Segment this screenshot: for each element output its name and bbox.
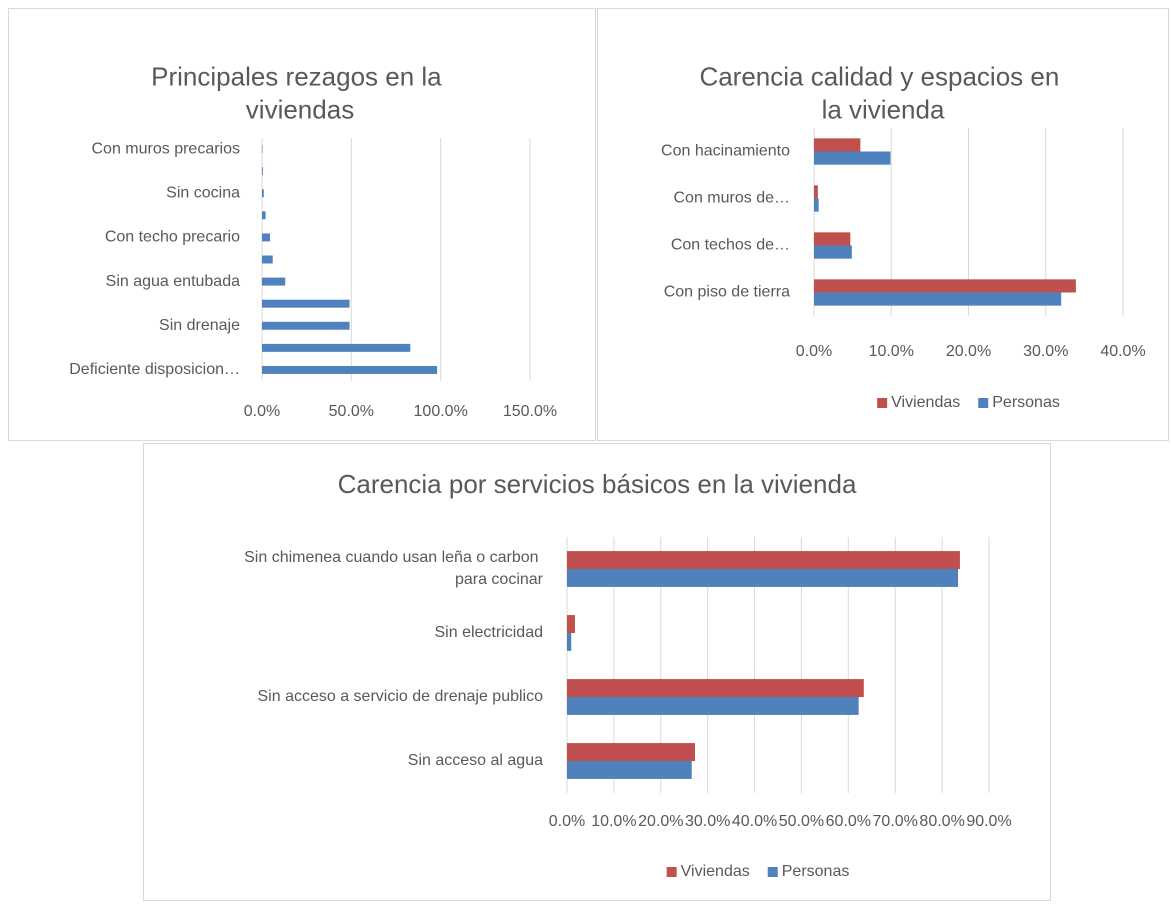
bar	[262, 299, 350, 308]
category-label: Sin chimenea cuando usan leña o carbon p…	[244, 549, 544, 588]
category-label: Deficiente disposicion…	[69, 361, 240, 378]
bar	[814, 151, 891, 165]
x-tick-label: 0.0%	[549, 813, 585, 830]
legend-label: Viviendas	[681, 863, 750, 880]
legend-label: Viviendas	[891, 394, 960, 411]
x-tick-label: 70.0%	[873, 813, 918, 830]
x-tick-label: 0.0%	[796, 343, 832, 360]
x-tick-label: 150.0%	[503, 403, 557, 420]
bar	[567, 761, 692, 779]
x-tick-label: 10.0%	[869, 343, 914, 360]
x-tick-label: 40.0%	[1100, 343, 1145, 360]
x-tick-label: 100.0%	[414, 403, 468, 420]
x-tick-label: 20.0%	[638, 813, 683, 830]
x-tick-label: 30.0%	[685, 813, 730, 830]
bar	[814, 279, 1076, 293]
bar	[567, 679, 864, 697]
bar	[262, 255, 273, 264]
bar	[814, 245, 852, 259]
category-label: Sin cocina	[166, 184, 240, 201]
legend-swatch	[978, 398, 989, 408]
bar	[814, 138, 861, 152]
category-label: Sin drenaje	[159, 317, 240, 334]
bar	[814, 198, 819, 212]
bar	[814, 185, 818, 199]
legend-label: Personas	[992, 394, 1060, 411]
bar	[262, 211, 266, 220]
category-label: Sin acceso a servicio de drenaje publico	[258, 688, 544, 705]
x-tick-label: 60.0%	[826, 813, 871, 830]
bar	[262, 321, 350, 330]
legend-swatch	[666, 867, 677, 877]
x-tick-label: 40.0%	[732, 813, 777, 830]
chart-title: Principales rezagos en la viviendas	[151, 61, 449, 124]
legend-label: Personas	[782, 863, 850, 880]
category-label: Con hacinamiento	[661, 143, 790, 160]
x-tick-label: 50.0%	[329, 403, 374, 420]
category-label: Sin agua entubada	[106, 273, 240, 290]
x-tick-label: 80.0%	[919, 813, 964, 830]
category-label: Con piso de tierra	[664, 284, 790, 301]
chart-title: Carencia por servicios básicos en la viv…	[338, 469, 857, 499]
bar	[567, 633, 572, 651]
bar	[567, 551, 960, 569]
chart-title: Carencia calidad y espacios en la vivien…	[699, 61, 1066, 124]
x-tick-label: 0.0%	[244, 403, 280, 420]
x-tick-label: 90.0%	[966, 813, 1011, 830]
x-tick-label: 20.0%	[946, 343, 991, 360]
bar	[262, 343, 411, 352]
category-label: Sin acceso al agua	[408, 752, 543, 769]
panel	[597, 8, 1169, 441]
bar	[262, 233, 271, 242]
bar	[567, 615, 575, 633]
bar	[262, 189, 264, 198]
bar	[814, 232, 851, 246]
legend-swatch	[877, 398, 888, 408]
panel	[143, 443, 1051, 901]
category-label: Con muros de…	[674, 190, 791, 207]
bar	[262, 277, 286, 286]
bar	[567, 697, 859, 715]
category-label: Con muros precarios	[92, 140, 241, 157]
x-tick-label: 50.0%	[779, 813, 824, 830]
bar	[567, 569, 959, 587]
bar	[262, 145, 263, 154]
category-label: Con techos de…	[671, 237, 790, 254]
category-label: Con techo precario	[105, 229, 240, 246]
category-label: Sin electricidad	[435, 624, 544, 641]
bar	[814, 292, 1062, 306]
bar	[262, 167, 263, 176]
x-tick-label: 10.0%	[591, 813, 636, 830]
bar	[262, 365, 438, 374]
legend-swatch	[767, 867, 778, 877]
bar	[567, 743, 696, 761]
x-tick-label: 30.0%	[1023, 343, 1068, 360]
